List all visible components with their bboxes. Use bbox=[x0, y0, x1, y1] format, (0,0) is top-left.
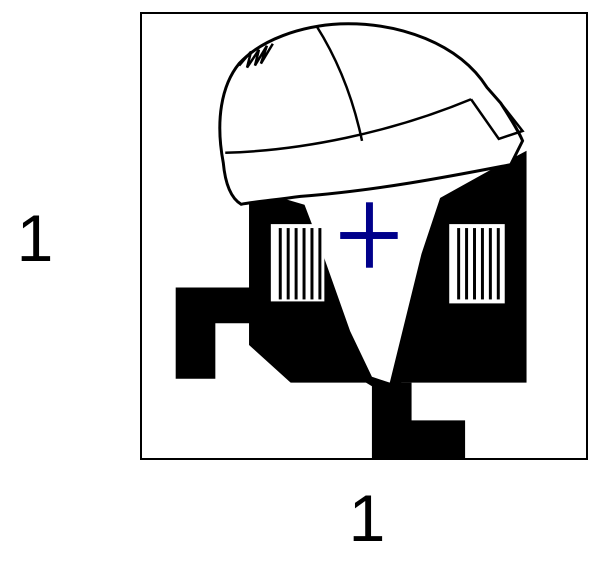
cross-marker bbox=[340, 202, 398, 268]
image-panel bbox=[140, 12, 588, 460]
cap-band-line bbox=[470, 98, 525, 141]
left-arm-shape bbox=[175, 287, 255, 379]
shirt-collar bbox=[300, 194, 442, 383]
x-axis-label: 1 bbox=[348, 481, 386, 555]
cap-seam-line bbox=[315, 25, 364, 142]
y-axis-label: 1 bbox=[16, 201, 54, 275]
cap-button-scribble bbox=[238, 43, 274, 69]
right-pocket-stripes bbox=[449, 224, 505, 304]
cap-brim-line bbox=[225, 98, 472, 154]
left-pocket-stripes bbox=[270, 224, 325, 302]
figure-illustration bbox=[175, 22, 527, 458]
cap-illustration bbox=[218, 22, 525, 206]
leg-shape bbox=[371, 382, 466, 458]
